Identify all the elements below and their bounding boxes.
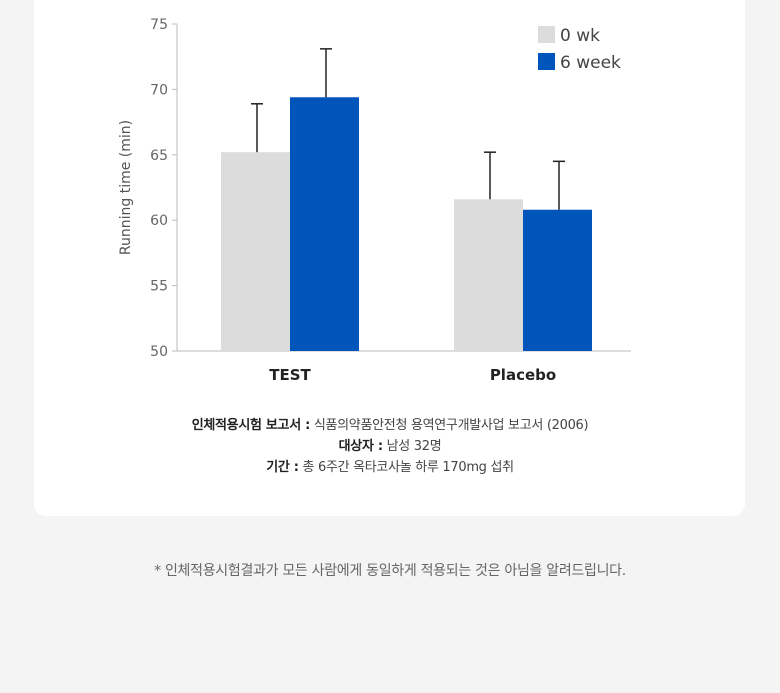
disclaimer-notice: * 인체적용시험결과가 모든 사람에게 동일하게 적용되는 것은 아님을 알려드… bbox=[154, 563, 626, 579]
legend-swatch bbox=[538, 26, 555, 43]
chart-card bbox=[34, 0, 745, 516]
source-report-value: 식품의약품안전청 용역연구개발사업 보고서 (2006) bbox=[313, 418, 589, 433]
x-tick-label: Placebo bbox=[490, 366, 556, 384]
legend-swatch bbox=[538, 53, 555, 70]
y-tick-label: 60 bbox=[150, 213, 168, 229]
y-tick-label: 70 bbox=[150, 82, 168, 98]
y-tick-label: 75 bbox=[150, 17, 168, 33]
source-report: 인체적용시험 보고서 : 식품의약품안전청 용역연구개발사업 보고서 (2006… bbox=[0, 414, 780, 433]
source-period-label: 기간 : bbox=[266, 460, 299, 475]
source-subject-value: 남성 32명 bbox=[386, 439, 442, 454]
y-tick-label: 55 bbox=[150, 279, 168, 295]
legend-label: 6 week bbox=[560, 53, 621, 73]
bar bbox=[523, 209, 592, 351]
y-tick-label: 50 bbox=[150, 344, 168, 360]
y-axis-label: Running time (min) bbox=[118, 120, 134, 255]
x-tick-label: TEST bbox=[269, 366, 311, 384]
bar bbox=[221, 152, 290, 351]
bar bbox=[290, 97, 359, 351]
source-period-value: 총 6주간 옥타코사놀 하루 170mg 섭취 bbox=[302, 460, 515, 475]
bar bbox=[454, 199, 523, 351]
y-tick-label: 65 bbox=[150, 148, 168, 164]
legend-label: 0 wk bbox=[560, 26, 600, 46]
source-report-label: 인체적용시험 보고서 : bbox=[191, 418, 311, 433]
source-period: 기간 : 총 6주간 옥타코사놀 하루 170mg 섭취 bbox=[0, 456, 780, 475]
source-subject: 대상자 : 남성 32명 bbox=[0, 435, 780, 454]
bar-chart: 50 55 60 65 70 75 Running time (min) TEST Placeb… bbox=[118, 17, 631, 384]
source-subject-label: 대상자 : bbox=[338, 439, 383, 454]
